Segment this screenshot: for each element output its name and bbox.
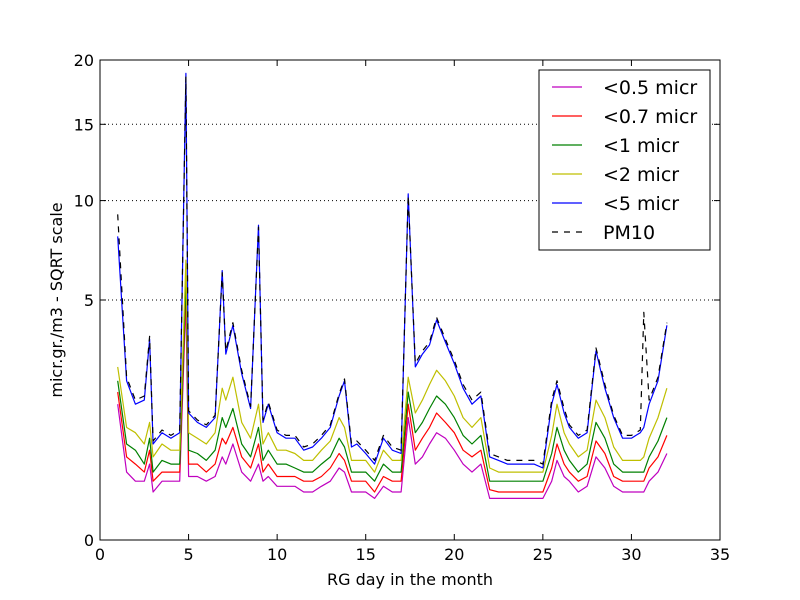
- legend-label-2: <1 micr: [603, 135, 679, 157]
- y-tick-label: 5: [84, 291, 94, 310]
- x-tick-label: 5: [183, 545, 193, 564]
- legend-label-0: <0.5 micr: [603, 77, 697, 99]
- legend: <0.5 micr <0.7 micr <1 micr <2 micr <5 micr P…: [538, 69, 711, 251]
- legend-label-4: <5 micr: [603, 193, 679, 215]
- x-tick-label: 35: [710, 545, 730, 564]
- y-tick-label: 15: [74, 115, 94, 134]
- x-axis-ticks: 0 5 10 15 20 25 30 35: [95, 60, 730, 564]
- x-tick-label: 20: [444, 545, 464, 564]
- legend-label-3: <2 micr: [603, 164, 679, 186]
- series-line-5: [117, 76, 668, 465]
- x-tick-label: 10: [267, 545, 287, 564]
- y-axis-label: micr.gr./m3 - SQRT scale: [47, 202, 66, 397]
- series-line-0: [117, 299, 668, 499]
- series-lines: [117, 72, 668, 499]
- legend-label-1: <0.7 micr: [603, 106, 697, 128]
- x-tick-label: 25: [533, 545, 553, 564]
- legend-label-5: PM10: [603, 222, 655, 244]
- y-tick-label: 20: [74, 51, 94, 70]
- series-line-3: [117, 259, 668, 473]
- y-tick-label: 10: [74, 192, 94, 211]
- series-line-2: [117, 276, 668, 482]
- x-tick-label: 0: [95, 545, 105, 564]
- y-tick-label: 0: [84, 531, 94, 550]
- x-tick-label: 15: [356, 545, 376, 564]
- x-tick-label: 30: [621, 545, 641, 564]
- legend-box: [538, 69, 711, 251]
- series-line-4: [117, 72, 668, 469]
- series-line-1: [117, 287, 668, 493]
- y-axis-ticks: 0 5 10 15 20: [74, 51, 720, 550]
- x-axis-label: RG day in the month: [327, 570, 493, 589]
